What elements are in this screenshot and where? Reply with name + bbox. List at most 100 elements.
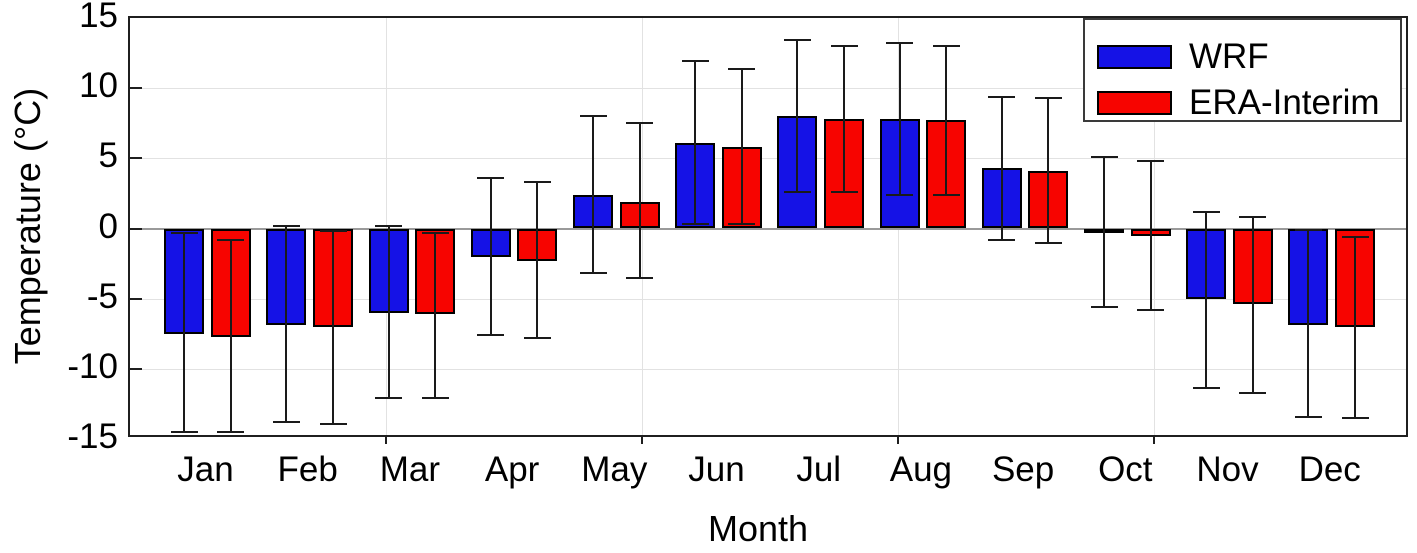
x-tick-label-mar: Mar [379, 450, 441, 489]
gridline-h--5 [130, 298, 1406, 300]
errorbar-era-interim-jul-cap [830, 191, 858, 193]
x-tick-label-oct: Oct [1098, 450, 1153, 489]
legend-swatch-era-interim [1097, 91, 1172, 115]
errorbar-era-interim-sep-cap [1034, 241, 1062, 244]
errorbar-wrf-aug-cap [886, 193, 914, 196]
errorbar-era-interim-dec-cap [1341, 416, 1369, 419]
errorbar-wrf-oct-cap [1090, 306, 1118, 309]
errorbar-era-interim-jun-cap [728, 67, 756, 70]
x-axis-tick [1153, 435, 1155, 444]
errorbar-wrf-jan-cap [170, 431, 198, 433]
errorbar-era-interim-sep [1047, 97, 1050, 243]
errorbar-era-interim-jan-cap [217, 238, 245, 241]
errorbar-era-interim-jan [229, 239, 232, 432]
x-axis-tick [641, 435, 643, 444]
errorbar-wrf-apr-cap [477, 334, 505, 337]
errorbar-era-interim-oct-cap [1137, 160, 1165, 163]
errorbar-wrf-oct [1103, 156, 1105, 308]
errorbar-wrf-sep-cap [988, 238, 1016, 241]
errorbar-era-interim-apr [536, 182, 539, 338]
y-axis-tick-5 [130, 157, 142, 160]
errorbar-wrf-jul-cap [783, 39, 811, 42]
y-tick-label--5: -5 [86, 276, 118, 316]
errorbar-wrf-may [592, 116, 594, 274]
errorbar-wrf-jan-cap [170, 231, 198, 234]
x-tick-label-nov: Nov [1196, 450, 1259, 489]
errorbar-wrf-may-cap [579, 115, 607, 118]
y-tick-label--15: -15 [67, 417, 118, 457]
errorbar-wrf-feb-cap [272, 421, 300, 424]
errorbar-era-interim-aug-cap [932, 45, 960, 48]
errorbar-wrf-apr-cap [477, 176, 505, 179]
errorbar-wrf-jun [694, 61, 697, 225]
gridline-h-10 [130, 88, 1406, 90]
y-tick-label-15: 15 [79, 0, 118, 35]
y-axis-tick--5 [130, 297, 142, 300]
zero-baseline [130, 227, 1406, 230]
legend-entry-wrf: WRF [1097, 37, 1269, 77]
errorbar-era-interim-aug [945, 46, 948, 195]
errorbar-era-interim-feb [332, 231, 334, 424]
errorbar-era-interim-apr-cap [523, 336, 551, 339]
x-tick-label-jun: Jun [688, 450, 745, 489]
y-axis-tick-0 [130, 227, 142, 230]
errorbar-era-interim-apr-cap [523, 181, 551, 184]
x-tick-label-apr: Apr [484, 450, 540, 489]
errorbar-wrf-dec-cap [1294, 228, 1322, 231]
errorbar-wrf-nov-cap [1192, 210, 1220, 213]
x-tick-label-feb: Feb [277, 450, 338, 489]
errorbar-era-interim-feb-cap [319, 230, 347, 233]
x-axis-tick [897, 435, 899, 444]
x-tick-label-aug: Aug [889, 450, 953, 489]
errorbar-wrf-aug [898, 43, 901, 195]
errorbar-era-interim-jan-cap [217, 431, 245, 433]
y-tick-label--10: -10 [67, 346, 118, 386]
errorbar-era-interim-jul [843, 46, 845, 192]
errorbar-era-interim-may [638, 123, 641, 278]
x-axis-label: Month [707, 508, 809, 549]
errorbar-wrf-dec-cap [1294, 415, 1322, 418]
x-tick-label-jan: Jan [177, 450, 234, 489]
errorbar-wrf-feb-cap [272, 224, 300, 227]
errorbar-wrf-may-cap [579, 272, 607, 275]
errorbar-wrf-mar-cap [375, 397, 403, 400]
errorbar-wrf-oct-cap [1090, 155, 1118, 158]
errorbar-era-interim-oct [1149, 161, 1152, 310]
errorbar-era-interim-mar-cap [421, 231, 449, 234]
errorbar-era-interim-nov-cap [1239, 216, 1267, 219]
errorbar-era-interim-dec-cap [1341, 235, 1369, 238]
errorbar-era-interim-dec [1354, 236, 1356, 418]
errorbar-era-interim-mar-cap [421, 397, 449, 400]
errorbar-era-interim-nov [1251, 217, 1254, 393]
errorbar-wrf-nov [1205, 211, 1208, 389]
y-axis-tick--10 [130, 367, 142, 370]
errorbar-era-interim-jun-cap [728, 223, 756, 226]
legend-label-wrf: WRF [1189, 37, 1269, 76]
errorbar-era-interim-mar [434, 232, 437, 399]
legend: WRF ERA-Interim [1083, 18, 1402, 122]
errorbar-wrf-mar [387, 225, 390, 399]
legend-entry-era-interim: ERA-Interim [1097, 83, 1380, 123]
errorbar-wrf-jan [183, 232, 186, 432]
errorbar-wrf-jun-cap [681, 60, 709, 63]
errorbar-era-interim-feb-cap [319, 422, 347, 425]
errorbar-era-interim-jul-cap [830, 45, 858, 48]
x-tick-label-jul: Jul [796, 450, 842, 489]
errorbar-wrf-dec [1307, 229, 1310, 417]
errorbar-era-interim-nov-cap [1239, 391, 1267, 394]
x-tick-label-dec: Dec [1298, 450, 1361, 489]
y-tick-label-5: 5 [98, 136, 118, 176]
errorbar-era-interim-aug-cap [932, 193, 960, 196]
errorbar-wrf-mar-cap [375, 224, 403, 227]
errorbar-wrf-sep-cap [988, 95, 1016, 98]
errorbar-era-interim-may-cap [626, 276, 654, 279]
y-tick-label-10: 10 [79, 66, 118, 106]
y-tick-label-0: 0 [98, 206, 118, 246]
legend-label-era-interim: ERA-Interim [1189, 83, 1380, 122]
gridline-h--10 [130, 368, 1406, 370]
errorbar-wrf-apr [489, 177, 492, 336]
y-axis-tick-10 [130, 87, 142, 90]
errorbar-wrf-feb [285, 225, 288, 423]
errorbar-era-interim-jun [740, 68, 743, 225]
